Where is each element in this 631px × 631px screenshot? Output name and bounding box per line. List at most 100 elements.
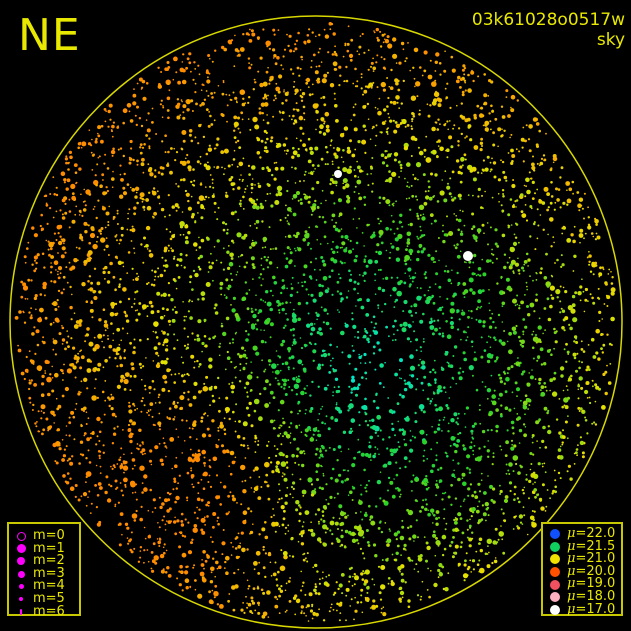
star-point [245, 595, 247, 598]
star-point [128, 161, 132, 165]
star-point [189, 316, 193, 320]
star-point [446, 185, 451, 190]
star-point [481, 258, 484, 261]
star-point [176, 115, 181, 120]
star-point [528, 372, 530, 374]
star-point [307, 200, 311, 204]
star-point [557, 448, 562, 452]
star-point [286, 33, 288, 36]
star-point [102, 334, 105, 337]
star-point [249, 532, 251, 535]
star-point [429, 59, 432, 62]
star-point [527, 138, 531, 141]
star-point [277, 501, 279, 504]
star-point [576, 454, 578, 457]
star-point [139, 338, 142, 342]
star-point [175, 151, 179, 154]
star-point [322, 571, 324, 573]
star-point [68, 434, 71, 437]
star-point [252, 345, 258, 351]
star-point [534, 378, 537, 380]
star-point [443, 233, 447, 237]
star-point [533, 310, 536, 313]
star-point [386, 35, 390, 39]
star-point [238, 50, 240, 52]
star-point [107, 335, 109, 337]
star-point [553, 327, 556, 331]
star-point [395, 257, 401, 262]
star-point [577, 397, 580, 400]
star-point [417, 364, 420, 367]
star-point [38, 430, 41, 433]
star-point [422, 213, 425, 216]
star-point [425, 157, 432, 163]
star-point [441, 534, 447, 540]
star-point [269, 76, 273, 80]
star-point [538, 377, 542, 382]
star-point [186, 499, 189, 502]
star-point [322, 474, 325, 477]
star-point [512, 270, 515, 273]
star-point [134, 195, 138, 199]
star-point [104, 120, 107, 123]
star-point [265, 149, 269, 154]
star-point [195, 249, 198, 251]
star-point [240, 174, 242, 176]
star-point [360, 511, 362, 513]
star-point [371, 190, 374, 193]
star-point [238, 178, 241, 181]
star-point [451, 555, 455, 559]
star-point [85, 471, 92, 477]
star-point [272, 427, 276, 430]
star-point [473, 235, 478, 240]
star-point [100, 227, 104, 230]
star-point [205, 375, 209, 379]
star-point [522, 330, 525, 333]
star-point [442, 419, 445, 421]
star-point [225, 571, 229, 575]
star-point [339, 522, 343, 527]
star-point [343, 248, 348, 253]
star-point [264, 246, 267, 249]
star-point [444, 391, 447, 394]
star-point [553, 347, 555, 350]
star-point [194, 272, 199, 278]
star-point [452, 536, 455, 539]
star-point [191, 538, 194, 541]
star-point [570, 374, 573, 378]
star-point [608, 342, 612, 346]
star-point [140, 505, 143, 508]
star-point [289, 432, 292, 435]
star-point [516, 361, 519, 363]
star-point [284, 216, 287, 219]
star-point [187, 343, 189, 346]
star-point [438, 481, 441, 484]
star-point [443, 547, 447, 551]
star-point [343, 126, 349, 131]
star-point [288, 600, 292, 603]
star-point [379, 268, 382, 271]
star-point [88, 129, 91, 131]
star-point [259, 185, 262, 187]
star-point [141, 441, 144, 444]
star-point [68, 150, 72, 154]
star-point [247, 57, 251, 60]
star-point [426, 103, 429, 106]
star-point [290, 210, 292, 213]
star-point [66, 459, 69, 462]
star-point [198, 267, 202, 271]
star-point [254, 124, 260, 130]
star-point [292, 85, 295, 88]
star-point [375, 250, 378, 254]
star-point [411, 559, 414, 562]
star-point [190, 195, 193, 198]
star-point [473, 357, 478, 362]
star-point [207, 501, 211, 505]
star-point [435, 483, 439, 487]
star-point [358, 53, 361, 56]
star-point [274, 247, 278, 250]
star-point [227, 245, 230, 247]
star-point [460, 239, 463, 243]
star-point [543, 462, 546, 465]
star-point [297, 199, 300, 202]
